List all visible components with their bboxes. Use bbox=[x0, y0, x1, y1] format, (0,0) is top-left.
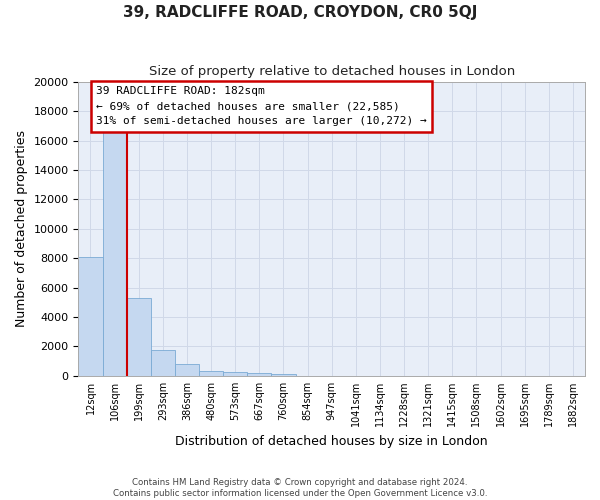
Text: Contains HM Land Registry data © Crown copyright and database right 2024.
Contai: Contains HM Land Registry data © Crown c… bbox=[113, 478, 487, 498]
Bar bbox=[151, 350, 175, 376]
Bar bbox=[223, 372, 247, 376]
Bar bbox=[79, 257, 103, 376]
X-axis label: Distribution of detached houses by size in London: Distribution of detached houses by size … bbox=[175, 434, 488, 448]
Bar bbox=[199, 372, 223, 376]
Bar bbox=[247, 373, 271, 376]
Y-axis label: Number of detached properties: Number of detached properties bbox=[15, 130, 28, 328]
Title: Size of property relative to detached houses in London: Size of property relative to detached ho… bbox=[149, 65, 515, 78]
Bar bbox=[175, 364, 199, 376]
Bar bbox=[127, 298, 151, 376]
Bar bbox=[103, 132, 127, 376]
Text: 39 RADCLIFFE ROAD: 182sqm
← 69% of detached houses are smaller (22,585)
31% of s: 39 RADCLIFFE ROAD: 182sqm ← 69% of detac… bbox=[96, 86, 427, 126]
Text: 39, RADCLIFFE ROAD, CROYDON, CR0 5QJ: 39, RADCLIFFE ROAD, CROYDON, CR0 5QJ bbox=[123, 5, 477, 20]
Bar bbox=[271, 374, 296, 376]
